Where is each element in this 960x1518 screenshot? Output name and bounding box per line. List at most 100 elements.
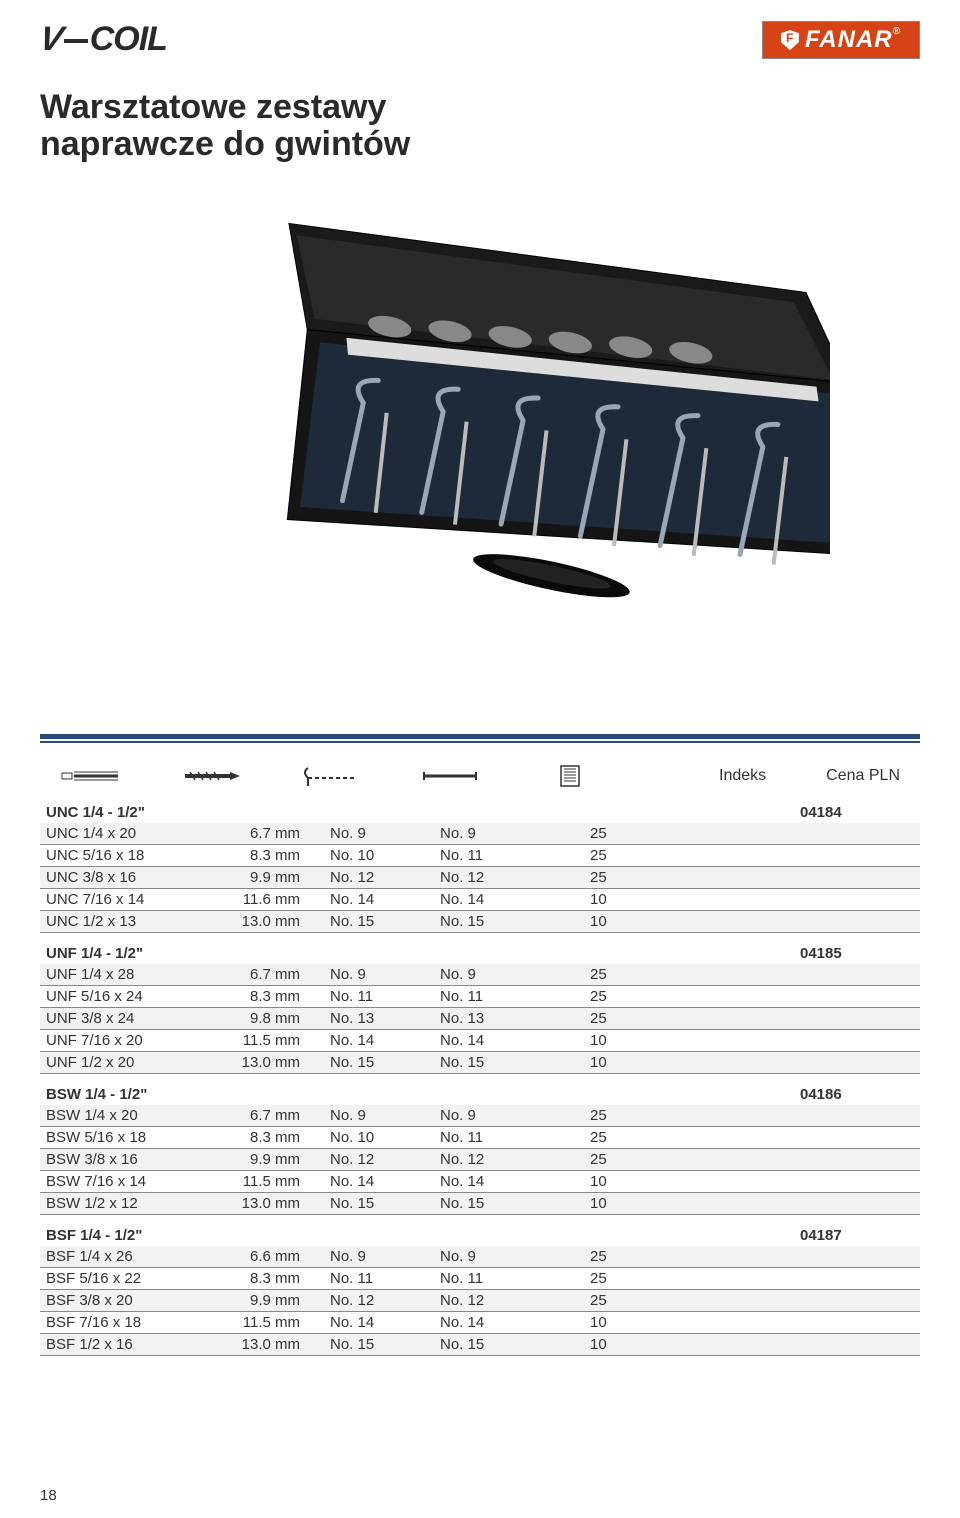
table-cell: 25 bbox=[590, 825, 680, 842]
table-cell: UNF 1/2 x 20 bbox=[40, 1054, 220, 1071]
table-cell: 9.9 mm bbox=[220, 1151, 330, 1168]
table-group: UNF 1/4 - 1/2"04185UNF 1/4 x 286.7 mmNo.… bbox=[40, 941, 920, 1074]
table-cell: No. 14 bbox=[440, 1314, 590, 1331]
separator-line bbox=[40, 734, 920, 744]
table-cell: UNC 5/16 x 18 bbox=[40, 847, 220, 864]
table-cell: 13.0 mm bbox=[220, 1195, 330, 1212]
table-cell: 8.3 mm bbox=[220, 1129, 330, 1146]
group-index: 04185 bbox=[800, 945, 920, 962]
fanar-logo: FANAR® bbox=[762, 21, 920, 59]
table-cell: UNF 1/4 x 28 bbox=[40, 966, 220, 983]
table-cell: No. 9 bbox=[330, 825, 440, 842]
table-cell: No. 9 bbox=[440, 966, 590, 983]
table-cell: No. 14 bbox=[330, 1314, 440, 1331]
table-cell: 25 bbox=[590, 1107, 680, 1124]
table-cell: 10 bbox=[590, 913, 680, 930]
vcoil-logo: VCOIL bbox=[40, 20, 167, 59]
table-cell: No. 12 bbox=[330, 1151, 440, 1168]
table-group: UNC 1/4 - 1/2"04184UNC 1/4 x 206.7 mmNo.… bbox=[40, 800, 920, 933]
table-cell: 25 bbox=[590, 966, 680, 983]
table-row: UNF 3/8 x 249.8 mmNo. 13No. 1325 bbox=[40, 1008, 920, 1030]
table-cell: UNF 3/8 x 24 bbox=[40, 1010, 220, 1027]
table-cell: UNC 1/2 x 13 bbox=[40, 913, 220, 930]
bar-icon bbox=[420, 764, 480, 788]
table-cell: No. 12 bbox=[440, 1292, 590, 1309]
table-cell: No. 15 bbox=[440, 1195, 590, 1212]
table-cell: 13.0 mm bbox=[220, 1336, 330, 1353]
table-cell: BSW 1/4 x 20 bbox=[40, 1107, 220, 1124]
table-cell: BSF 1/4 x 26 bbox=[40, 1248, 220, 1265]
table-row: BSF 3/8 x 209.9 mmNo. 12No. 1225 bbox=[40, 1290, 920, 1312]
table-group: BSF 1/4 - 1/2"04187BSF 1/4 x 266.6 mmNo.… bbox=[40, 1223, 920, 1356]
table-cell: 25 bbox=[590, 1151, 680, 1168]
table-cell: UNF 7/16 x 20 bbox=[40, 1032, 220, 1049]
insert-icon bbox=[540, 764, 600, 788]
table-cell: BSF 1/2 x 16 bbox=[40, 1336, 220, 1353]
table-cell: No. 12 bbox=[440, 869, 590, 886]
table-cell: No. 15 bbox=[330, 1195, 440, 1212]
table-cell: 10 bbox=[590, 1336, 680, 1353]
group-index: 04184 bbox=[800, 804, 920, 821]
table-cell: No. 9 bbox=[440, 1107, 590, 1124]
table-row: UNC 1/4 x 206.7 mmNo. 9No. 925 bbox=[40, 823, 920, 845]
table-cell: No. 13 bbox=[440, 1010, 590, 1027]
table-row: BSF 1/4 x 266.6 mmNo. 9No. 925 bbox=[40, 1246, 920, 1268]
table-cell: No. 15 bbox=[440, 913, 590, 930]
table-cell: No. 14 bbox=[330, 1173, 440, 1190]
table-cell: No. 9 bbox=[330, 1248, 440, 1265]
table-row: BSF 5/16 x 228.3 mmNo. 11No. 1125 bbox=[40, 1268, 920, 1290]
table-cell: No. 11 bbox=[330, 988, 440, 1005]
table-cell: 25 bbox=[590, 1129, 680, 1146]
table-cell: 10 bbox=[590, 1032, 680, 1049]
table-cell: UNF 5/16 x 24 bbox=[40, 988, 220, 1005]
product-image bbox=[40, 184, 920, 724]
table-cell: 10 bbox=[590, 1054, 680, 1071]
table-cell: No. 13 bbox=[330, 1010, 440, 1027]
group-header: BSW 1/4 - 1/2"04186 bbox=[40, 1082, 920, 1105]
table-cell: 6.7 mm bbox=[220, 966, 330, 983]
table-cell: 9.9 mm bbox=[220, 1292, 330, 1309]
table-cell: No. 12 bbox=[440, 1151, 590, 1168]
table-cell: No. 12 bbox=[330, 869, 440, 886]
table-cell: 13.0 mm bbox=[220, 913, 330, 930]
table-cell: No. 9 bbox=[440, 825, 590, 842]
drill-icon bbox=[180, 764, 240, 788]
table-row: UNF 1/4 x 286.7 mmNo. 9No. 925 bbox=[40, 964, 920, 986]
table-cell: 25 bbox=[590, 1010, 680, 1027]
table-cell: UNC 7/16 x 14 bbox=[40, 891, 220, 908]
group-header: BSF 1/4 - 1/2"04187 bbox=[40, 1223, 920, 1246]
table-cell: 8.3 mm bbox=[220, 847, 330, 864]
table-cell: No. 11 bbox=[440, 847, 590, 864]
group-title: BSF 1/4 - 1/2" bbox=[40, 1227, 220, 1244]
table-cell: No. 11 bbox=[440, 1270, 590, 1287]
table-cell: No. 9 bbox=[330, 966, 440, 983]
table-cell: UNC 1/4 x 20 bbox=[40, 825, 220, 842]
page-header: VCOIL FANAR® bbox=[40, 20, 920, 59]
table-cell: No. 15 bbox=[440, 1054, 590, 1071]
page-number: 18 bbox=[40, 1487, 57, 1504]
column-icon-row: Indeks Cena PLN bbox=[40, 764, 920, 788]
table-cell: No. 14 bbox=[440, 1173, 590, 1190]
table-cell: 6.7 mm bbox=[220, 825, 330, 842]
table-row: UNC 5/16 x 188.3 mmNo. 10No. 1125 bbox=[40, 845, 920, 867]
table-cell: 8.3 mm bbox=[220, 1270, 330, 1287]
table-cell: 9.8 mm bbox=[220, 1010, 330, 1027]
table-cell: 11.6 mm bbox=[220, 891, 330, 908]
table-cell: No. 11 bbox=[440, 1129, 590, 1146]
table-cell: 25 bbox=[590, 988, 680, 1005]
spec-table: UNC 1/4 - 1/2"04184UNC 1/4 x 206.7 mmNo.… bbox=[40, 800, 920, 1356]
table-cell: No. 15 bbox=[440, 1336, 590, 1353]
table-row: BSW 1/2 x 1213.0 mmNo. 15No. 1510 bbox=[40, 1193, 920, 1215]
group-title: UNC 1/4 - 1/2" bbox=[40, 804, 220, 821]
indeks-label: Indeks bbox=[719, 767, 766, 785]
table-row: BSF 7/16 x 1811.5 mmNo. 14No. 1410 bbox=[40, 1312, 920, 1334]
table-cell: 9.9 mm bbox=[220, 869, 330, 886]
table-row: BSW 3/8 x 169.9 mmNo. 12No. 1225 bbox=[40, 1149, 920, 1171]
table-cell: BSW 3/8 x 16 bbox=[40, 1151, 220, 1168]
table-row: UNC 7/16 x 1411.6 mmNo. 14No. 1410 bbox=[40, 889, 920, 911]
table-cell: 25 bbox=[590, 1292, 680, 1309]
table-row: BSF 1/2 x 1613.0 mmNo. 15No. 1510 bbox=[40, 1334, 920, 1356]
table-cell: No. 14 bbox=[330, 1032, 440, 1049]
table-cell: BSW 5/16 x 18 bbox=[40, 1129, 220, 1146]
tool-icon bbox=[300, 764, 360, 788]
